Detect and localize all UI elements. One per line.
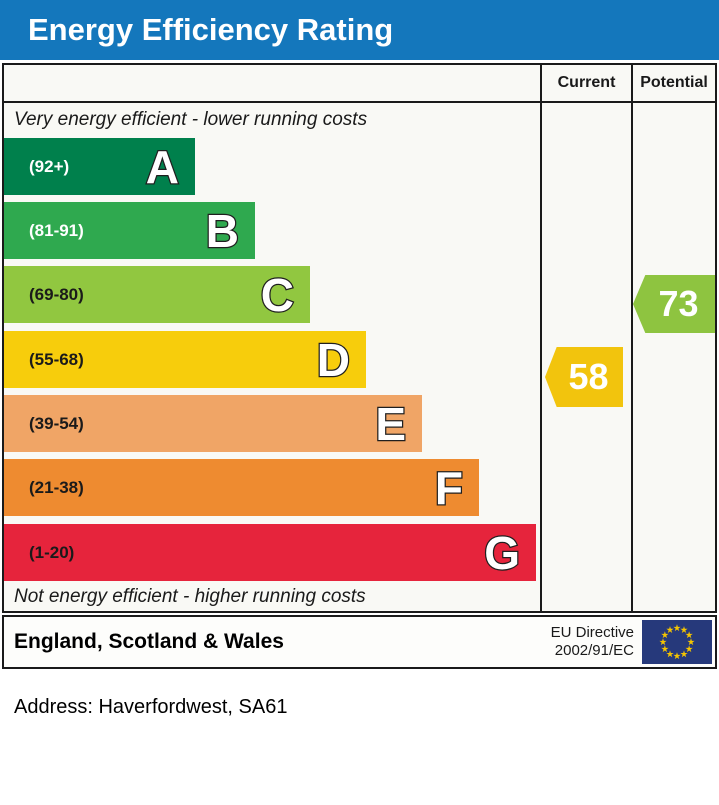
- title-bar: Energy Efficiency Rating: [0, 0, 719, 60]
- band-row-g: (1-20) G: [4, 524, 536, 581]
- band-row-c: (69-80) C: [4, 266, 310, 323]
- band-range-label: (1-20): [29, 542, 75, 562]
- rating-chart: Current Potential Very energy efficient …: [2, 63, 717, 613]
- band-row-b: (81-91) B: [4, 202, 255, 259]
- footer-bar: England, Scotland & Wales EU Directive 2…: [2, 615, 717, 669]
- eu-flag-icon: [642, 620, 712, 664]
- band-range-label: (81-91): [29, 220, 84, 240]
- column-header-current: Current: [557, 74, 616, 91]
- band-letter: E: [374, 397, 407, 450]
- band-row-d: (55-68) D: [4, 331, 366, 388]
- band-range-label: (39-54): [29, 413, 84, 433]
- potential-rating-arrow: 73: [633, 275, 715, 333]
- eu-directive-line2: 2002/91/EC: [554, 642, 634, 659]
- band-letter: C: [260, 268, 296, 321]
- header-divider-line: [4, 101, 715, 103]
- current-rating-arrow: 58: [545, 347, 623, 407]
- band-letter: D: [316, 333, 352, 386]
- band-range-label: (69-80): [29, 284, 84, 304]
- band-range-label: (55-68): [29, 349, 84, 369]
- column-divider-potential: [631, 65, 633, 611]
- column-divider-current: [540, 65, 542, 611]
- band-row-f: (21-38) F: [4, 459, 479, 516]
- potential-rating-value: 73: [658, 283, 699, 324]
- current-rating-value: 58: [568, 356, 609, 397]
- eu-directive-label: EU Directive 2002/91/EC: [551, 624, 642, 660]
- address-line: Address: Haverfordwest, SA61: [14, 696, 288, 718]
- region-label: England, Scotland & Wales: [14, 630, 284, 653]
- band-row-a: (92+) A: [4, 138, 195, 195]
- band-range-label: (21-38): [29, 477, 84, 497]
- column-header-potential: Potential: [640, 74, 708, 91]
- band-range-label: (92+): [29, 156, 70, 176]
- band-letter: A: [145, 140, 181, 193]
- band-row-e: (39-54) E: [4, 395, 422, 452]
- band-letter: B: [205, 204, 241, 257]
- eu-directive-line1: EU Directive: [550, 624, 634, 641]
- page-title: Energy Efficiency Rating: [28, 12, 394, 47]
- note-very-efficient: Very energy efficient - lower running co…: [14, 109, 368, 130]
- note-not-efficient: Not energy efficient - higher running co…: [14, 586, 366, 607]
- band-letter: F: [434, 461, 465, 514]
- band-letter: G: [483, 526, 521, 579]
